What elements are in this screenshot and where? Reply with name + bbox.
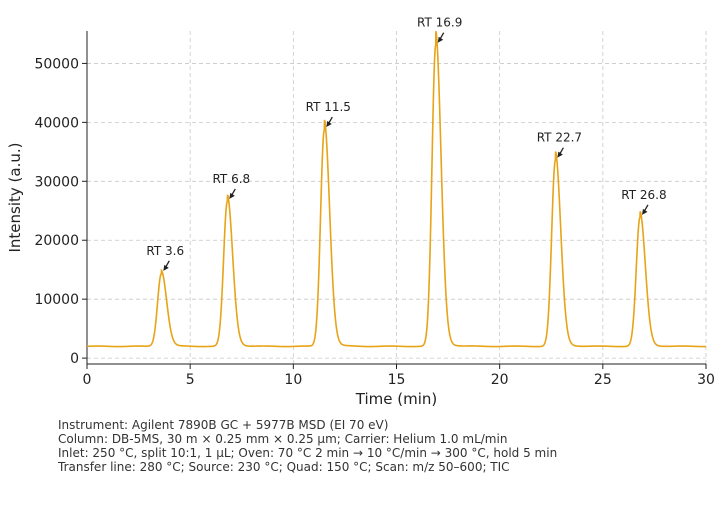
x-axis-label: Time (min) <box>355 390 437 408</box>
note-line-column: Column: DB-5MS, 30 m × 0.25 mm × 0.25 µm… <box>58 432 508 446</box>
peak-annotation: RT 22.7 <box>537 131 582 158</box>
x-tick-label: 5 <box>186 372 195 388</box>
y-axis-ticks: 0 10000 20000 30000 40000 50000 <box>34 56 87 367</box>
y-tick-label: 10000 <box>34 292 79 308</box>
peak-annotation: RT 11.5 <box>306 100 351 128</box>
annotation-arrow-head <box>163 264 169 271</box>
annotation-arrow-head <box>229 192 235 199</box>
y-tick-label: 50000 <box>34 56 79 72</box>
annotation-arrow-head <box>326 121 332 128</box>
y-tick-label: 30000 <box>34 174 79 190</box>
peak-annotation: RT 6.8 <box>212 172 250 199</box>
annotation-arrow-head <box>557 151 563 158</box>
y-tick-label: 40000 <box>34 115 79 131</box>
peak-label: RT 16.9 <box>417 16 462 30</box>
peak-label: RT 22.7 <box>537 131 582 145</box>
peak-annotation: RT 16.9 <box>417 16 462 43</box>
grid <box>87 31 707 364</box>
y-tick-label: 0 <box>70 351 79 367</box>
x-axis-ticks: 0 5 10 15 20 25 30 <box>83 364 715 388</box>
peak-annotation: RT 26.8 <box>621 188 667 215</box>
x-tick-label: 10 <box>284 372 302 388</box>
note-line-transfer: Transfer line: 280 °C; Source: 230 °C; Q… <box>58 460 510 474</box>
peak-label: RT 6.8 <box>212 172 250 186</box>
chromatogram-chart: 0 5 10 15 20 25 30 01000020000300004000050000 … <box>6 16 715 408</box>
annotation-arrow-head <box>437 36 444 43</box>
y-axis-label: Intensity (a.u.) <box>6 143 24 253</box>
note-line-inlet: Inlet: 250 °C, split 10:1, 1 µL; Oven: 7… <box>58 446 558 460</box>
chromatogram-trace <box>86 30 706 348</box>
annotation-arrow-head <box>641 208 648 215</box>
y-tick-label: 20000 <box>34 233 79 249</box>
x-tick-label: 20 <box>491 372 509 388</box>
x-tick-label: 25 <box>594 372 612 388</box>
peak-label: RT 11.5 <box>306 100 351 114</box>
peak-annotation: RT 3.6 <box>146 244 184 271</box>
x-tick-label: 30 <box>697 372 715 388</box>
instrument-notes: Instrument: Agilent 7890B GC + 5977B MSD… <box>58 418 557 474</box>
peak-label: RT 3.6 <box>146 244 184 258</box>
x-tick-label: 15 <box>388 372 406 388</box>
note-line-instrument: Instrument: Agilent 7890B GC + 5977B MSD… <box>58 418 389 432</box>
x-tick-label: 0 <box>83 372 92 388</box>
peak-label: RT 26.8 <box>621 188 666 202</box>
peak-annotations: RT 3.6 RT 6.8 RT 11.5 RT 16.9 RT 22.7 RT 26.8 <box>146 16 667 271</box>
